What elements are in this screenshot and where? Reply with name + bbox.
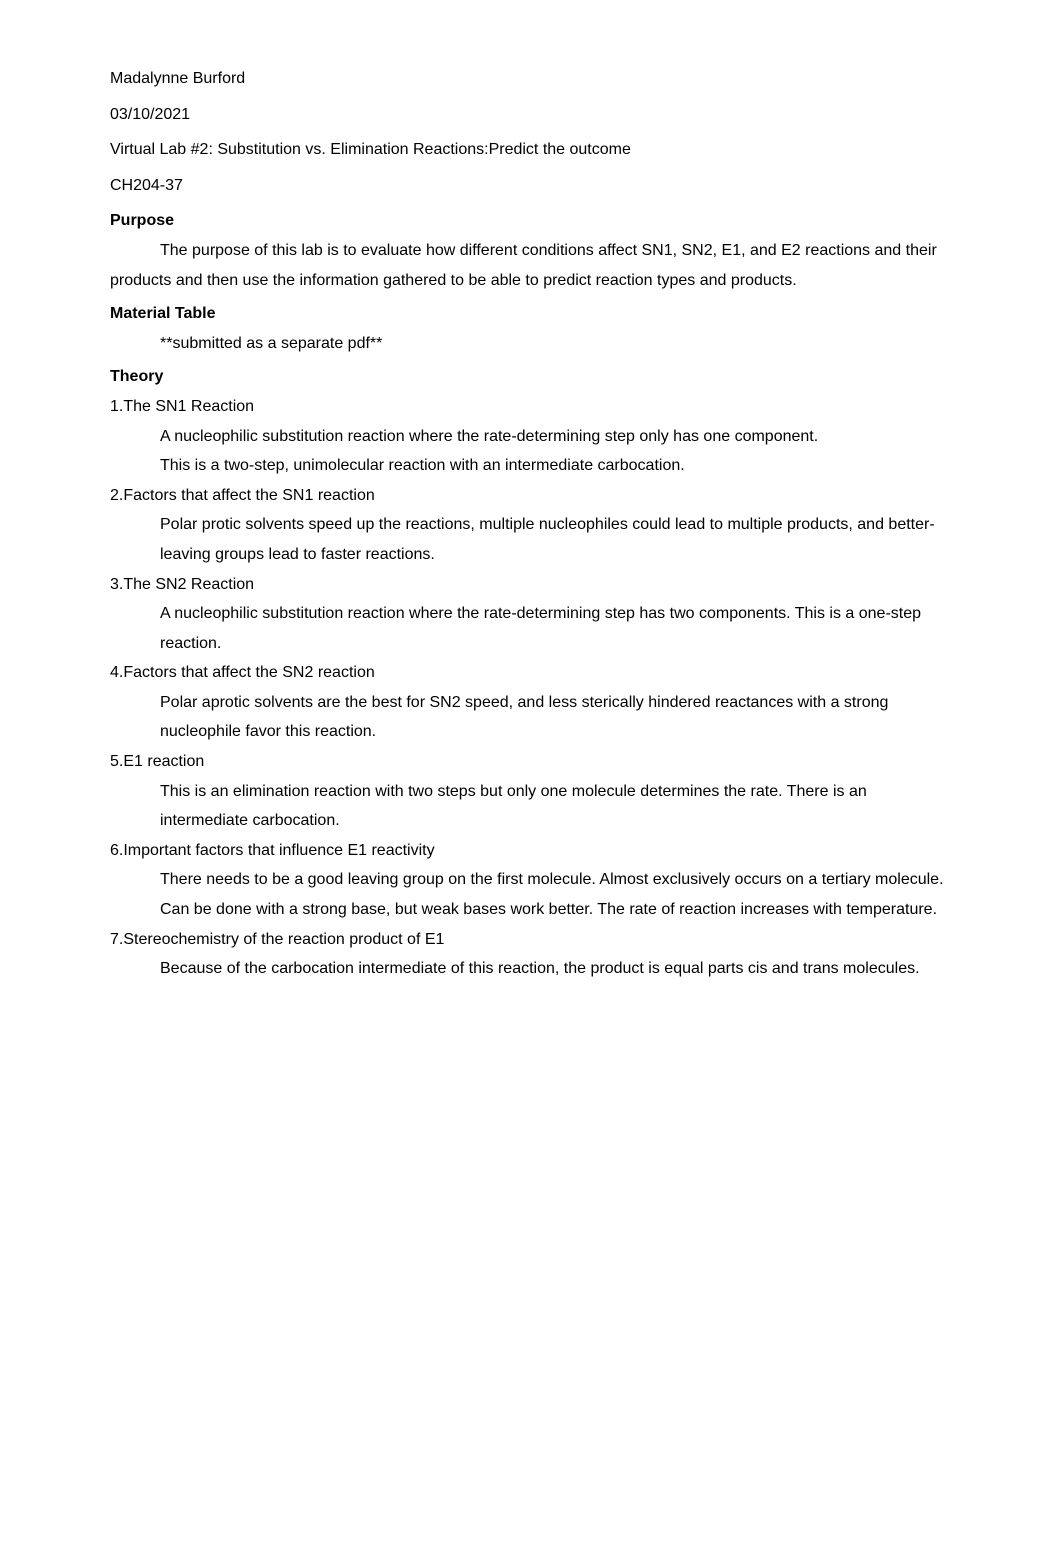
material-heading: Material Table [110, 299, 952, 329]
theory-item-2-label: 2.Factors that affect the SN1 reaction [110, 481, 952, 511]
theory-item-1-body-2: This is a two-step, unimolecular reactio… [110, 451, 952, 481]
course-code: CH204-37 [110, 171, 952, 201]
purpose-heading: Purpose [110, 206, 952, 236]
theory-item-4-label: 4.Factors that affect the SN2 reaction [110, 658, 952, 688]
theory-item-5-label: 5.E1 reaction [110, 747, 952, 777]
theory-item-6-body: There needs to be a good leaving group o… [110, 865, 952, 924]
theory-item-7-body: Because of the carbocation intermediate … [110, 954, 952, 984]
theory-item-3-label: 3.The SN2 Reaction [110, 570, 952, 600]
theory-item-6-label: 6.Important factors that influence E1 re… [110, 836, 952, 866]
purpose-body: The purpose of this lab is to evaluate h… [110, 236, 952, 295]
theory-item-2-body: Polar protic solvents speed up the react… [110, 510, 952, 569]
theory-item-7-label: 7.Stereochemistry of the reaction produc… [110, 925, 952, 955]
material-body: **submitted as a separate pdf** [110, 329, 952, 359]
theory-item-4-body: Polar aprotic solvents are the best for … [110, 688, 952, 747]
document-title: Virtual Lab #2: Substitution vs. Elimina… [110, 135, 952, 165]
theory-item-3-body: A nucleophilic substitution reaction whe… [110, 599, 952, 658]
theory-item-1-label: 1.The SN1 Reaction [110, 392, 952, 422]
theory-item-1-body-1: A nucleophilic substitution reaction whe… [110, 422, 952, 452]
theory-item-5-body: This is an elimination reaction with two… [110, 777, 952, 836]
theory-heading: Theory [110, 362, 952, 392]
author-name: Madalynne Burford [110, 64, 952, 94]
document-date: 03/10/2021 [110, 100, 952, 130]
